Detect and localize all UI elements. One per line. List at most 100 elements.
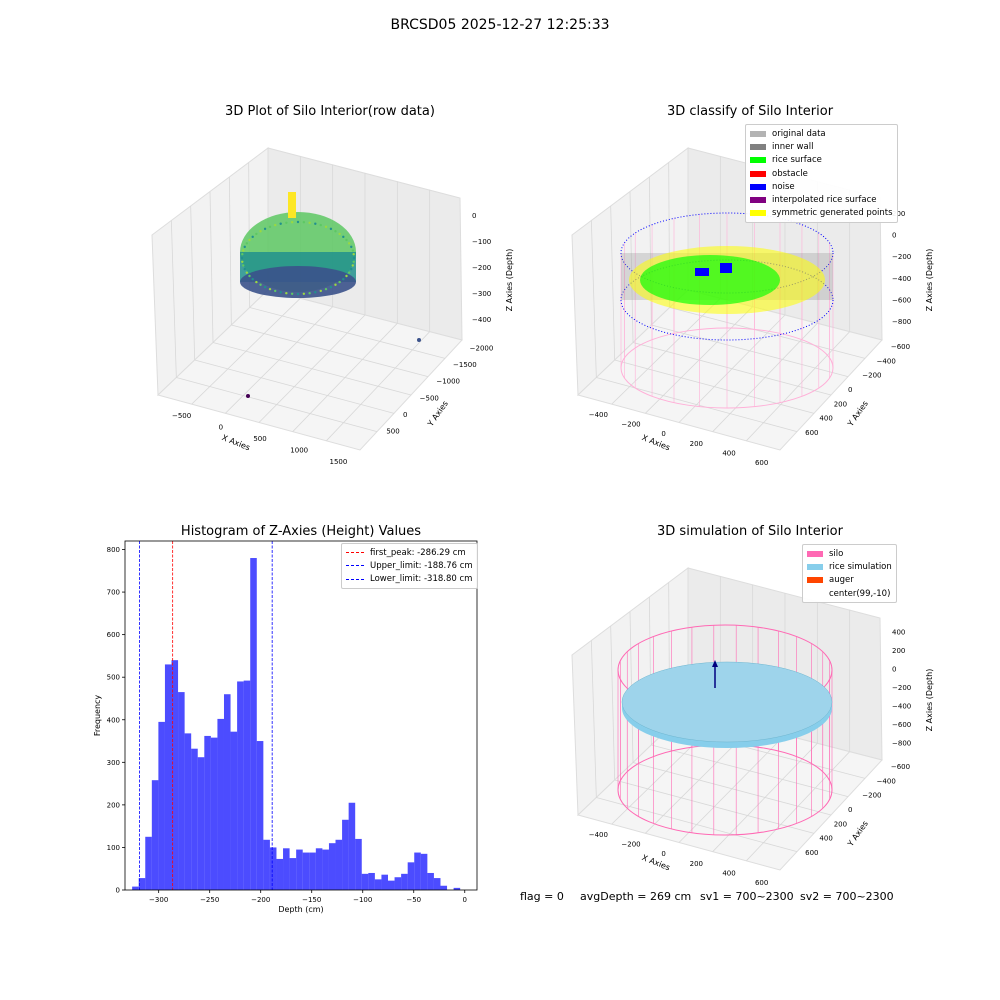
- panel4-y-tick-label: 200: [834, 820, 847, 828]
- histogram-x-tick-label: −150: [302, 896, 321, 904]
- panel2-rice-surface: [640, 255, 780, 305]
- panel4-title: 3D simulation of Silo Interior: [657, 524, 843, 539]
- sv1-text: sv1 = 700~2300: [700, 890, 794, 903]
- histogram-bar: [414, 852, 421, 890]
- histogram-bar: [138, 878, 146, 890]
- panel1-point: [290, 292, 294, 296]
- panel2-legend-swatch: [750, 183, 766, 190]
- panel1-point: [319, 223, 322, 227]
- histogram-bar: [256, 741, 264, 890]
- histogram-y-tick-label: 300: [107, 759, 120, 767]
- panel1-point: [302, 292, 306, 296]
- histogram-bar: [217, 718, 224, 890]
- panel1-y-tick-label: −2000: [470, 344, 494, 352]
- histogram-bar: [164, 664, 172, 890]
- panel1-point: [263, 227, 267, 231]
- histogram-x-tick-label: −50: [406, 896, 421, 904]
- panel1-point: [351, 249, 354, 252]
- histogram-bar: [269, 847, 277, 890]
- panel2-noise-cluster: [695, 268, 709, 276]
- panel1-point: [245, 242, 249, 245]
- panel1-point: [345, 274, 348, 278]
- histogram-bar: [302, 852, 310, 890]
- histogram-x-tick-label: −300: [149, 896, 168, 904]
- histogram-legend-line: [346, 565, 364, 567]
- flag-text: flag = 0: [520, 890, 564, 903]
- histogram-bar: [276, 858, 284, 890]
- panel2-z-tick-label: −200: [892, 253, 911, 261]
- panel1-point: [241, 253, 244, 256]
- histogram-bar: [420, 853, 428, 890]
- panel1-x-tick-label: 500: [253, 435, 266, 443]
- histogram-y-tick-label: 500: [107, 674, 120, 682]
- panel2-legend-label: obstacle: [772, 168, 808, 179]
- histogram-bar: [368, 872, 375, 890]
- panel1-y-tick-label: −1500: [453, 361, 477, 369]
- histogram-bar: [197, 757, 205, 890]
- panel2-grid-line: [590, 220, 597, 378]
- histogram-x-tick-label: −250: [200, 896, 219, 904]
- panel2-classified-points: [620, 212, 834, 409]
- panel1-grid-line: [170, 220, 177, 378]
- panel1-point: [240, 256, 244, 260]
- panel1-point: [245, 271, 249, 274]
- panel1-point: [352, 256, 356, 260]
- panel4-y-tick-label: 600: [805, 849, 818, 857]
- histogram-bar: [348, 802, 356, 890]
- histogram-x-axis-label: Depth (cm): [278, 905, 323, 914]
- histogram-bar: [315, 848, 323, 890]
- panel1-grid-line: [209, 191, 214, 343]
- panel1-point: [329, 227, 333, 231]
- histogram-legend-line: [346, 578, 364, 580]
- panel4-legend-swatch: [807, 577, 823, 584]
- panel4-legend-label: rice simulation: [829, 561, 892, 572]
- histogram-bar: [453, 887, 461, 890]
- panel1-y-tick-label: −1000: [436, 378, 460, 386]
- panel1-point: [314, 291, 317, 294]
- panel1-point: [263, 285, 267, 289]
- panel1-spike: [288, 192, 296, 218]
- panel4-y-tick-label: 0: [848, 806, 852, 814]
- panel1-point: [242, 249, 245, 252]
- histogram-y-tick-label: 800: [107, 546, 120, 554]
- panel1-x-tick-label: 1000: [290, 447, 308, 455]
- panel1-point: [329, 285, 333, 289]
- panel1-point: [345, 238, 348, 242]
- panel4-z-tick-label: 400: [892, 628, 905, 636]
- histogram-bar: [243, 680, 251, 890]
- panel1-point: [308, 221, 311, 224]
- panel2-legend-label: symmetric generated points: [772, 208, 893, 219]
- panel2-x-tick-label: 600: [755, 459, 768, 467]
- histogram-bar: [210, 737, 218, 890]
- panel4-grid-line: [610, 625, 616, 781]
- panel4-legend-swatch: [807, 550, 823, 557]
- panel1-point: [243, 267, 246, 271]
- panel4-x-tick-label: 400: [722, 870, 735, 878]
- panel1-z-tick-label: −300: [472, 290, 491, 298]
- panel1-point: [347, 242, 351, 245]
- panel1-y-tick-label: 500: [386, 428, 399, 436]
- panel1-y-tick-label: 0: [403, 411, 407, 419]
- panel1-y-tick-label: −500: [420, 394, 439, 402]
- panel1-point: [241, 260, 244, 263]
- histogram-bar: [289, 858, 297, 890]
- panel4-x-tick-label: 0: [661, 850, 665, 858]
- histogram-bar: [296, 849, 303, 890]
- histogram-x-tick-label: 0: [463, 896, 467, 904]
- panel2-x-tick-label: −400: [589, 411, 608, 419]
- panel1-point: [259, 283, 262, 286]
- histogram-y-tick-label: 400: [107, 716, 120, 724]
- panel1-point-cloud: [240, 192, 421, 398]
- panel2-legend-label: rice surface: [772, 155, 822, 166]
- panel4-z-axis-label: Z Axies (Depth): [925, 669, 934, 732]
- figure-title: BRCSD05 2025-12-27 12:25:33: [390, 17, 610, 33]
- histogram-x-tick-label: −200: [251, 896, 270, 904]
- panel2-z-tick-label: −800: [892, 318, 911, 326]
- histogram-bar: [309, 852, 316, 890]
- histogram-y-tick-label: 100: [107, 844, 120, 852]
- panel2-legend-entry: interpolated rice surface: [750, 193, 893, 206]
- panel1-z-tick-label: −100: [472, 238, 491, 246]
- panel1-point: [347, 271, 351, 274]
